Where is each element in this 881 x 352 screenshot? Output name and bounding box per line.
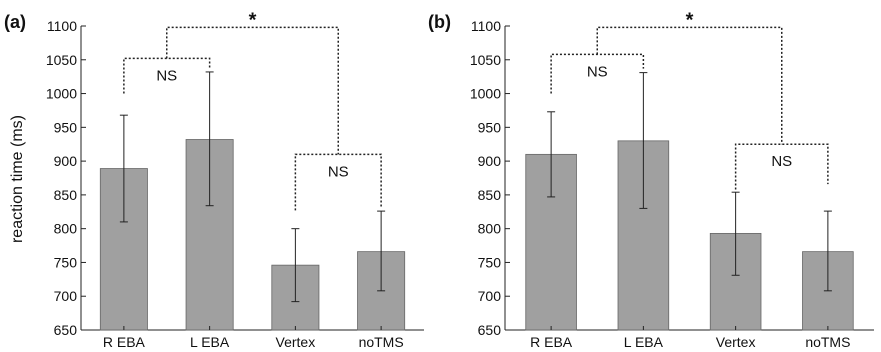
y-tick-label: 650 [54,322,78,338]
y-tick-label: 1000 [470,86,501,102]
y-tick-label: 700 [54,288,78,304]
annotation-ns-left: NS [156,67,177,84]
x-tick-label: L EBA [624,334,664,350]
panel-a: (a) 650 700 750 800 850 900 950 1000 1050 1100 R EB… [4,9,424,350]
x-tick-label: Vertex [276,334,316,350]
y-tick-label: 800 [478,221,502,237]
y-tick-label: 1050 [470,52,501,68]
panel-label: (a) [4,12,26,32]
annotation-significant: * [686,9,694,31]
y-tick-label: 700 [478,288,502,304]
y-tick-label: 1100 [471,18,501,34]
y-tick-label: 650 [478,322,502,338]
panel-b: (b) 650 700 750 800 850 900 950 1000 1050 1100 R EB… [428,9,874,350]
annotation-ns-right: NS [328,163,349,180]
y-tick-label: 1000 [46,86,77,102]
y-tick-label: 1050 [46,52,77,68]
y-tick-label: 950 [478,119,502,135]
x-tick-label: noTMS [359,334,404,350]
annotation-significant: * [249,9,257,31]
bracket-ns-left [123,57,211,94]
bracket-significant [166,26,339,155]
bracket-ns-right [734,143,829,190]
y-axis-label: reaction time (ms) [9,115,26,243]
x-tick-label: noTMS [805,334,850,350]
x-tick-label: R EBA [103,334,146,350]
x-tick-label: L EBA [190,334,230,350]
y-tick-label: 750 [54,254,78,270]
bracket-significant [596,26,783,145]
y-tick-label: 950 [54,119,78,135]
bracket-ns-right [294,153,382,211]
x-tick-label: Vertex [716,334,756,350]
y-tick-label: 850 [478,187,502,203]
y-tick-label: 850 [54,187,78,203]
annotation-ns-left: NS [587,63,608,80]
y-tick-label: 750 [478,254,502,270]
annotation-ns-right: NS [771,153,792,170]
panel-label: (b) [428,12,451,32]
y-tick-label: 800 [54,221,78,237]
y-tick-label: 900 [54,153,78,169]
y-tick-label: 900 [478,153,502,169]
y-tick-label: 1100 [47,18,77,34]
x-tick-label: R EBA [530,334,573,350]
